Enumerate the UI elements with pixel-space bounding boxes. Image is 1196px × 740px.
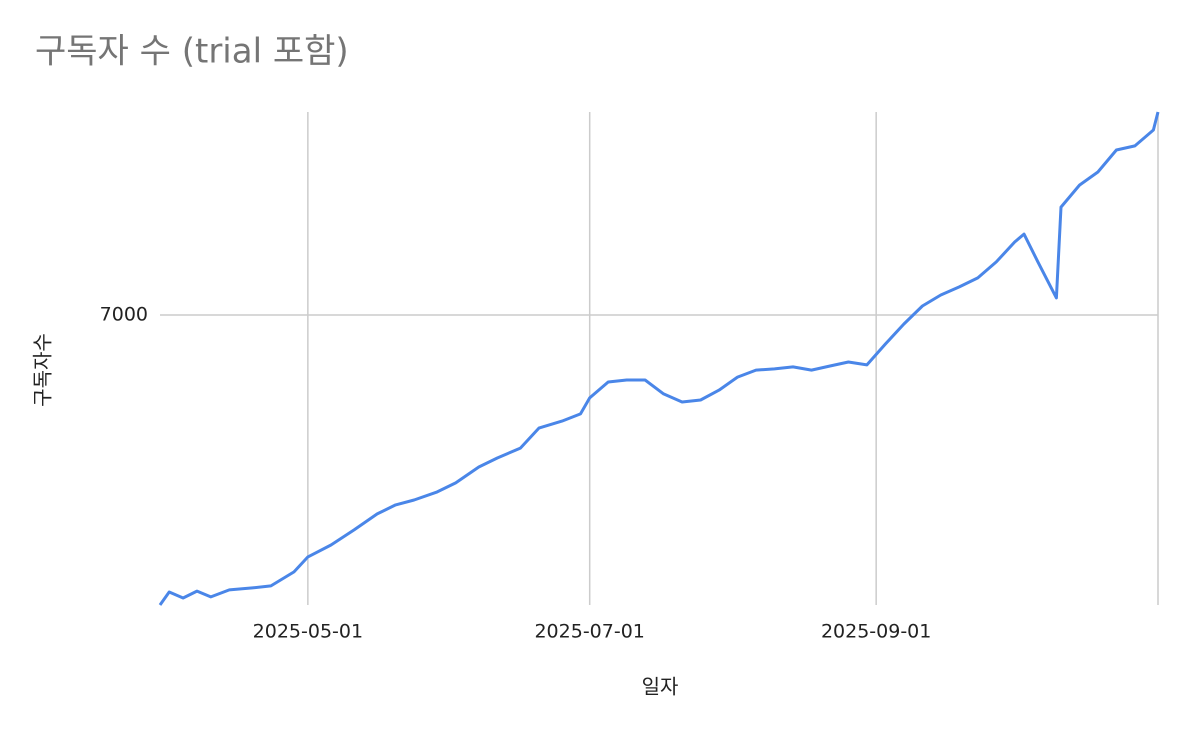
- x-axis-label: 일자: [642, 675, 679, 699]
- x-tick-label: 2025-09-01: [821, 621, 931, 643]
- y-axis-label: 구독자수: [31, 333, 55, 407]
- line: [158, 111, 1160, 606]
- x-tick-label: 2025-07-01: [534, 621, 644, 643]
- chart-title: 구독자 수 (trial 포함): [35, 32, 349, 72]
- x-tick-label: 2025-05-01: [253, 621, 363, 643]
- y-tick-label: 7000: [100, 304, 148, 326]
